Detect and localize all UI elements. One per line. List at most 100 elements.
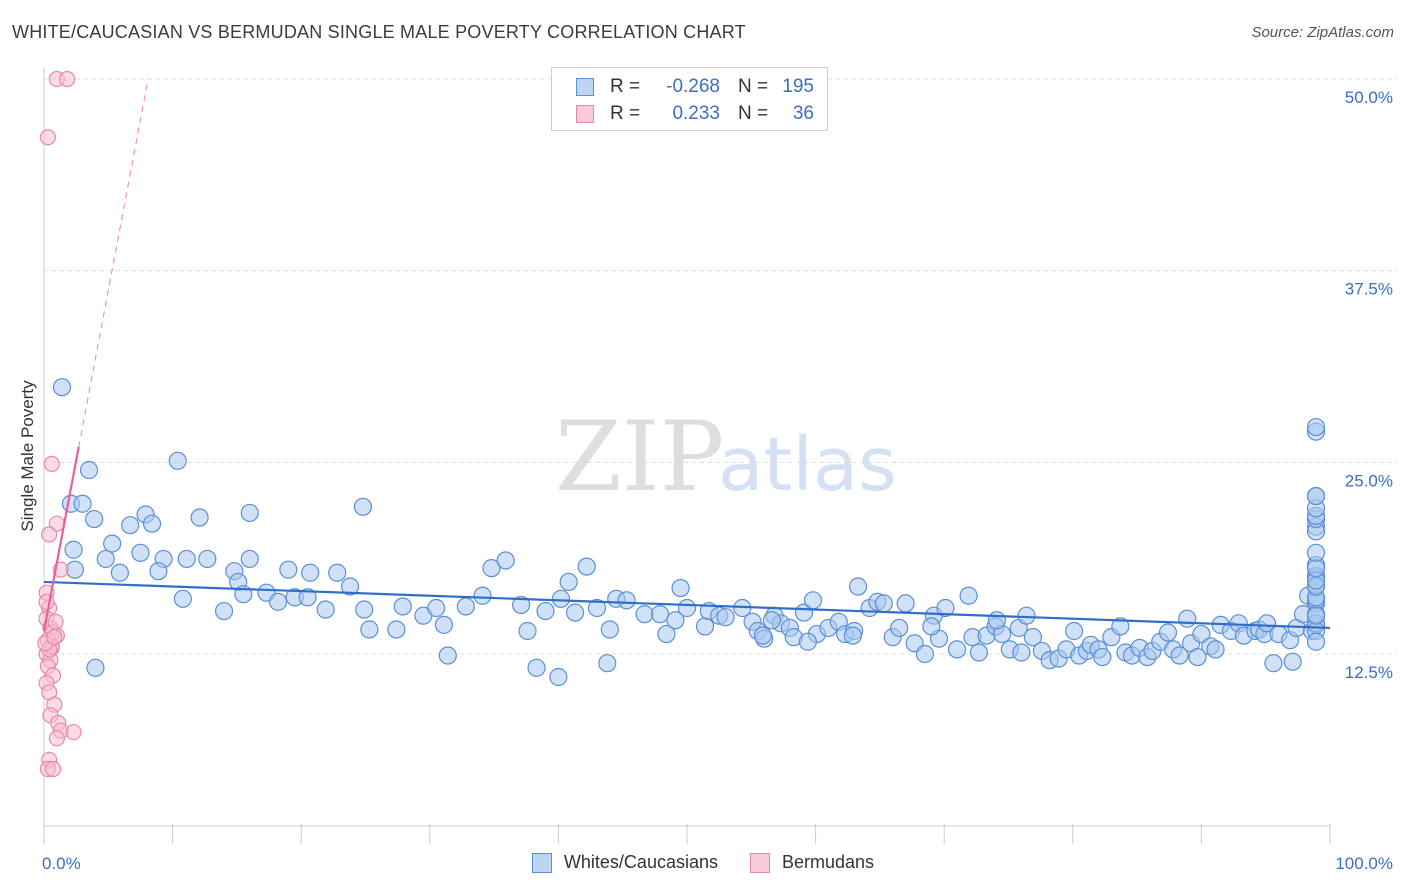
correlation-legend: R = -0.268 N = 195 R = 0.233 N = 36 [551,67,828,131]
series-legend: Whites/Caucasians Bermudans [0,852,1406,873]
watermark-atlas: atlas [718,422,897,508]
data-point-whites [874,594,893,613]
data-point-whites [496,551,515,570]
data-point-whites [103,534,122,553]
data-point-whites [600,620,619,639]
data-point-whites [438,646,457,665]
data-point-whites [168,451,187,470]
data-point-whites [843,626,862,645]
data-point-whites [177,549,196,569]
data-point-whites [896,594,915,613]
data-point-whites [716,608,735,627]
data-point-whites [110,563,129,582]
data-point-whites [301,563,320,582]
y-tick-label: 25.0% [1345,471,1393,490]
x-tick-label: 100.0% [1335,854,1393,873]
trend-line-bermudans [42,446,80,632]
data-point-whites [65,560,84,579]
data-point-whites [947,640,967,659]
data-point-whites [848,577,868,596]
data-point-whites [482,559,501,578]
data-point-whites [86,658,105,677]
data-point-whites [671,578,690,598]
data-point-whites [1264,654,1283,673]
data-point-whites [1017,606,1036,625]
data-point-whites [677,598,697,618]
data-point-whites [1111,617,1130,636]
data-point-whites [587,598,607,618]
data-point-whites [1206,640,1225,659]
legend-n-label: N = [738,76,769,97]
data-point-bermudans [39,129,56,146]
data-point-whites [1192,624,1211,644]
data-point-bermudans [38,593,55,610]
data-point-whites [762,611,781,630]
data-point-bermudans [48,730,65,747]
y-tick-label: 50.0% [1345,88,1393,107]
data-point-whites [657,624,676,644]
data-point-whites [316,600,335,619]
data-point-whites [1306,559,1326,578]
legend-row-bermudans: R = 0.233 N = 36 [576,103,814,125]
data-point-whites [1023,628,1043,647]
data-point-whites [279,560,298,579]
data-point-whites [85,509,104,529]
trend-line-whites [43,580,1331,630]
legend-swatch-pink [576,105,594,123]
data-point-whites [1012,643,1031,662]
legend-r-value: -0.268 [666,76,720,97]
data-point-whites [617,591,636,610]
data-point-whites [149,562,168,581]
data-point-whites [355,600,374,619]
data-point-whites [240,549,259,569]
legend-item-bermudans: Bermudans [750,852,874,873]
data-point-whites [340,577,360,596]
data-point-whites [559,572,578,592]
data-point-bermudans [46,629,63,646]
legend-item-label: Bermudans [782,852,875,872]
data-point-whites [598,654,617,673]
data-point-bermudans [65,724,82,741]
legend-swatch-pink [750,852,770,873]
data-point-bermudans [41,526,58,543]
data-point-whites [434,615,454,634]
data-point-whites [214,601,234,621]
data-point-bermudans [43,455,60,472]
data-point-whites [1306,632,1326,651]
y-axis-label: Single Male Poverty [18,380,37,532]
y-tick-label: 12.5% [1345,663,1393,682]
watermark-zip: ZIP [555,401,724,513]
data-point-whites [268,592,288,611]
data-point-whites [52,378,72,397]
data-point-whites [1170,646,1189,665]
data-point-whites [536,601,555,621]
data-point-whites [695,617,715,636]
data-point-whites [518,621,537,641]
data-point-whites [549,667,568,687]
legend-n-value: 36 [792,103,814,124]
data-point-whites [73,494,92,513]
data-point-whites [427,598,446,618]
legend-item-whites: Whites/Caucasians [531,852,718,873]
data-point-whites [240,503,259,523]
data-point-whites [527,658,546,677]
chart-title: WHITE/CAUCASIAN VS BERMUDAN SINGLE MALE … [12,22,746,42]
data-point-whites [1306,543,1326,562]
data-point-whites [64,540,83,559]
y-tick-label: 37.5% [1345,280,1393,299]
data-point-whites [753,626,772,645]
data-point-bermudans [47,613,64,630]
data-point-whites [1064,621,1084,641]
data-point-whites [353,497,373,516]
data-point-whites [512,595,531,615]
data-point-whites [198,549,217,569]
legend-n-value: 195 [782,76,814,97]
data-point-whites [969,643,989,662]
data-point-whites [635,605,654,624]
data-point-whites [79,460,99,480]
data-point-whites [121,516,140,535]
data-point-whites [1306,486,1326,506]
data-point-whites [803,591,823,610]
data-point-whites [1093,647,1112,667]
data-point-bermudans [59,70,76,88]
